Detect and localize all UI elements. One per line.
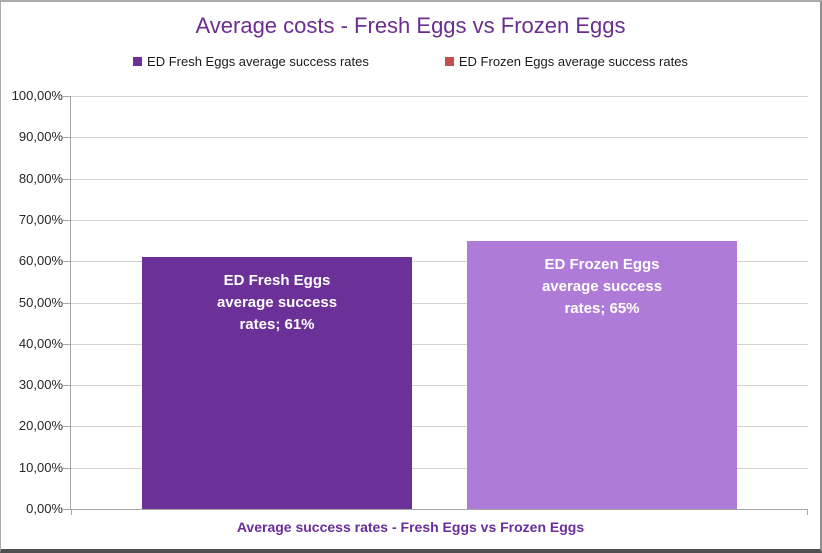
legend-label: ED Fresh Eggs average success rates xyxy=(147,54,369,69)
y-axis-tick xyxy=(63,303,70,304)
bar-fresh-eggs: ED Fresh Eggs average success rates; 61% xyxy=(142,257,412,509)
x-axis-tick xyxy=(807,510,808,515)
x-axis-tick xyxy=(71,510,72,515)
legend-item-frozen-eggs: ED Frozen Eggs average success rates xyxy=(444,54,688,69)
gridline xyxy=(71,303,808,304)
gridline xyxy=(71,261,808,262)
y-axis-tick xyxy=(63,509,70,510)
bar-data-label-line: average success xyxy=(541,278,663,295)
gridline xyxy=(71,137,808,138)
legend-item-fresh-eggs: ED Fresh Eggs average success rates xyxy=(133,54,369,69)
y-axis-tick-label: 20,00% xyxy=(18,418,63,433)
legend-marker-icon xyxy=(444,57,454,66)
gridline xyxy=(71,220,808,221)
chart-title: Average costs - Fresh Eggs vs Frozen Egg… xyxy=(195,13,626,38)
legend-label: ED Frozen Eggs average success rates xyxy=(458,54,688,69)
gridline xyxy=(71,385,808,386)
y-axis-tick-label: 50,00% xyxy=(18,295,63,310)
y-axis-tick xyxy=(63,137,70,138)
legend-marker-icon xyxy=(133,57,143,66)
plot-area: ED Fresh Eggs average success rates; 61% ED… xyxy=(63,96,808,515)
y-axis-tick-label: 100,00% xyxy=(11,88,63,103)
y-axis-tick xyxy=(63,220,70,221)
x-axis-title: Average success rates - Fresh Eggs vs Fr… xyxy=(236,519,585,535)
bar-data-label: ED Fresh Eggs average success rates; 61% xyxy=(142,257,412,336)
gridline xyxy=(71,468,808,469)
y-axis-tick xyxy=(63,261,70,262)
bar-data-label-line: rates; 65% xyxy=(564,300,640,317)
y-axis-tick-label: 40,00% xyxy=(18,336,63,351)
legend: ED Fresh Eggs average success rates ED Fr… xyxy=(1,54,820,69)
y-axis-tick-label: 0,00% xyxy=(26,501,63,516)
y-axis-tick-label: 60,00% xyxy=(18,253,63,268)
y-axis-tick xyxy=(63,468,70,469)
y-axis-tick xyxy=(63,179,70,180)
gridline xyxy=(71,96,808,97)
bar-data-label: ED Frozen Eggs average success rates; 65% xyxy=(467,241,737,320)
gridline xyxy=(71,179,808,180)
y-axis-tick xyxy=(63,426,70,427)
bar-data-label-line: average success xyxy=(216,294,338,311)
bar-frozen-eggs: ED Frozen Eggs average success rates; 65% xyxy=(467,241,737,509)
y-axis-tick xyxy=(63,96,70,97)
bar-data-label-line: ED Fresh Eggs xyxy=(223,272,331,289)
y-axis-tick-label: 30,00% xyxy=(18,377,63,392)
y-axis-tick-label: 70,00% xyxy=(18,212,63,227)
y-axis-tick xyxy=(63,344,70,345)
bar-data-label-line: rates; 61% xyxy=(239,316,315,333)
y-axis-tick-label: 10,00% xyxy=(18,460,63,475)
gridline xyxy=(71,426,808,427)
y-axis-tick-label: 90,00% xyxy=(18,129,63,144)
gridline xyxy=(71,344,808,345)
y-axis-tick xyxy=(63,385,70,386)
bar-data-label-line: ED Frozen Eggs xyxy=(544,256,660,273)
y-axis-tick-label: 80,00% xyxy=(18,171,63,186)
